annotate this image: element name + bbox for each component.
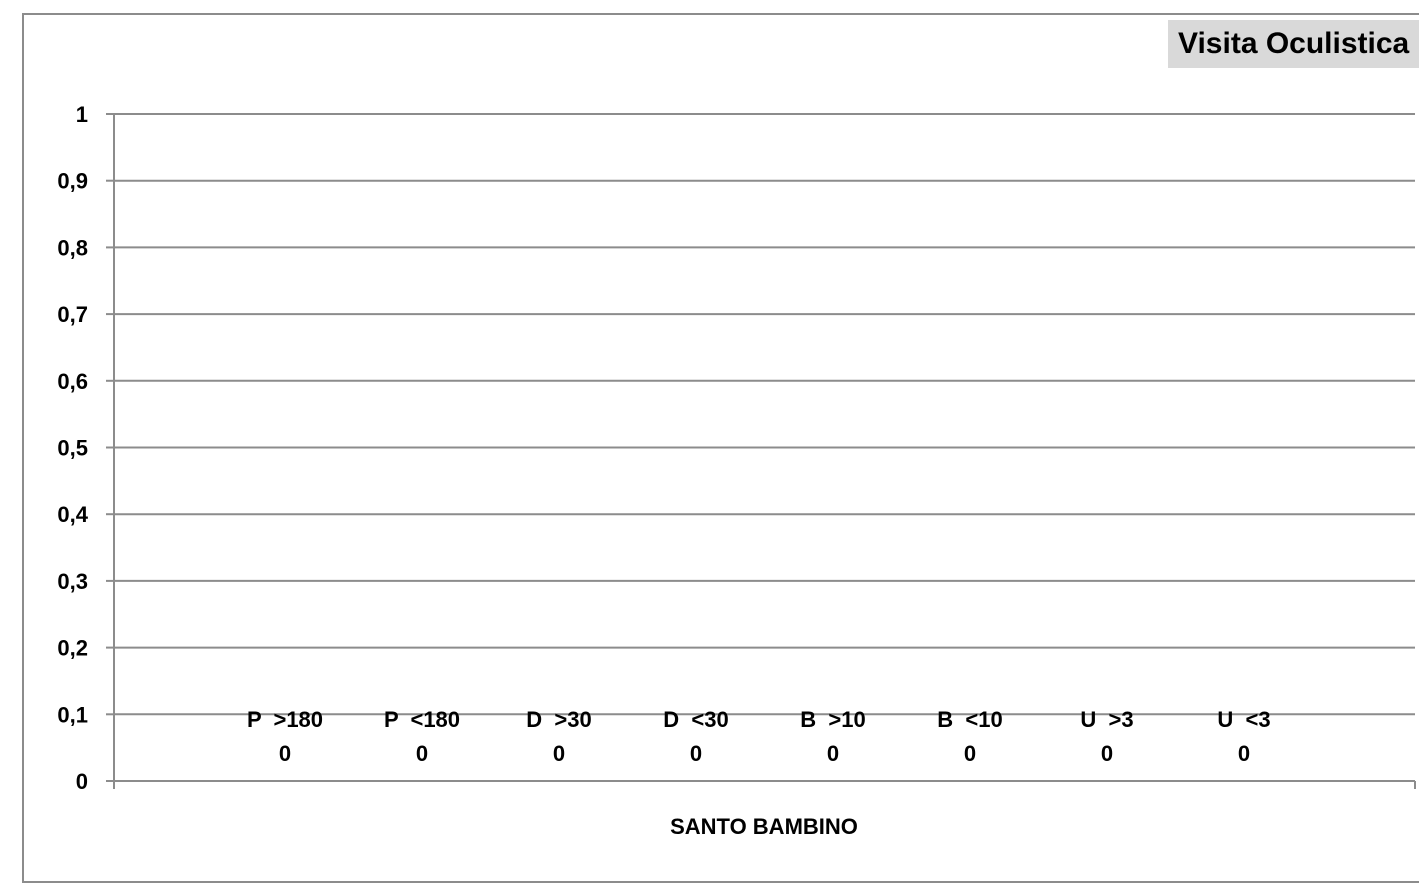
category-label: D >30 [526,707,591,732]
data-label: 0 [553,741,565,766]
y-tick-label: 0,1 [57,702,88,727]
x-axis-title: SANTO BAMBINO [670,814,858,839]
y-tick-label: 0,9 [57,169,88,194]
axes [106,113,1416,789]
data-label: 0 [416,741,428,766]
y-tick-label: 0,7 [57,302,88,327]
data-label: 0 [1238,741,1250,766]
category-label: B >10 [800,707,865,732]
data-label: 0 [827,741,839,766]
y-tick-label: 1 [76,102,88,127]
chart-title: Visita Oculistica [1168,20,1419,68]
category-label: D <30 [663,707,728,732]
y-tick-label: 0,4 [57,502,88,527]
category-label: B <10 [937,707,1002,732]
data-label: 0 [1101,741,1113,766]
y-tick-label: 0,6 [57,369,88,394]
category-labels: P >180 0 P <180 0 D >30 0 D <30 0 B >10 0 B <10 0 U … [247,707,1271,766]
grid-lines [114,113,1415,716]
y-tick-labels: 0 0,1 0,2 0,3 0,4 0,5 0,6 0,7 0,8 0,9 1 [57,102,88,794]
y-tick-label: 0,3 [57,569,88,594]
category-label: U <3 [1217,707,1270,732]
data-label: 0 [690,741,702,766]
data-label: 0 [279,741,291,766]
category-label: P <180 [384,707,460,732]
y-tick-label: 0 [76,769,88,794]
category-label: P >180 [247,707,323,732]
data-label: 0 [964,741,976,766]
y-tick-label: 0,5 [57,436,88,461]
category-label: U >3 [1080,707,1133,732]
y-tick-label: 0,8 [57,235,88,260]
y-tick-label: 0,2 [57,636,88,661]
